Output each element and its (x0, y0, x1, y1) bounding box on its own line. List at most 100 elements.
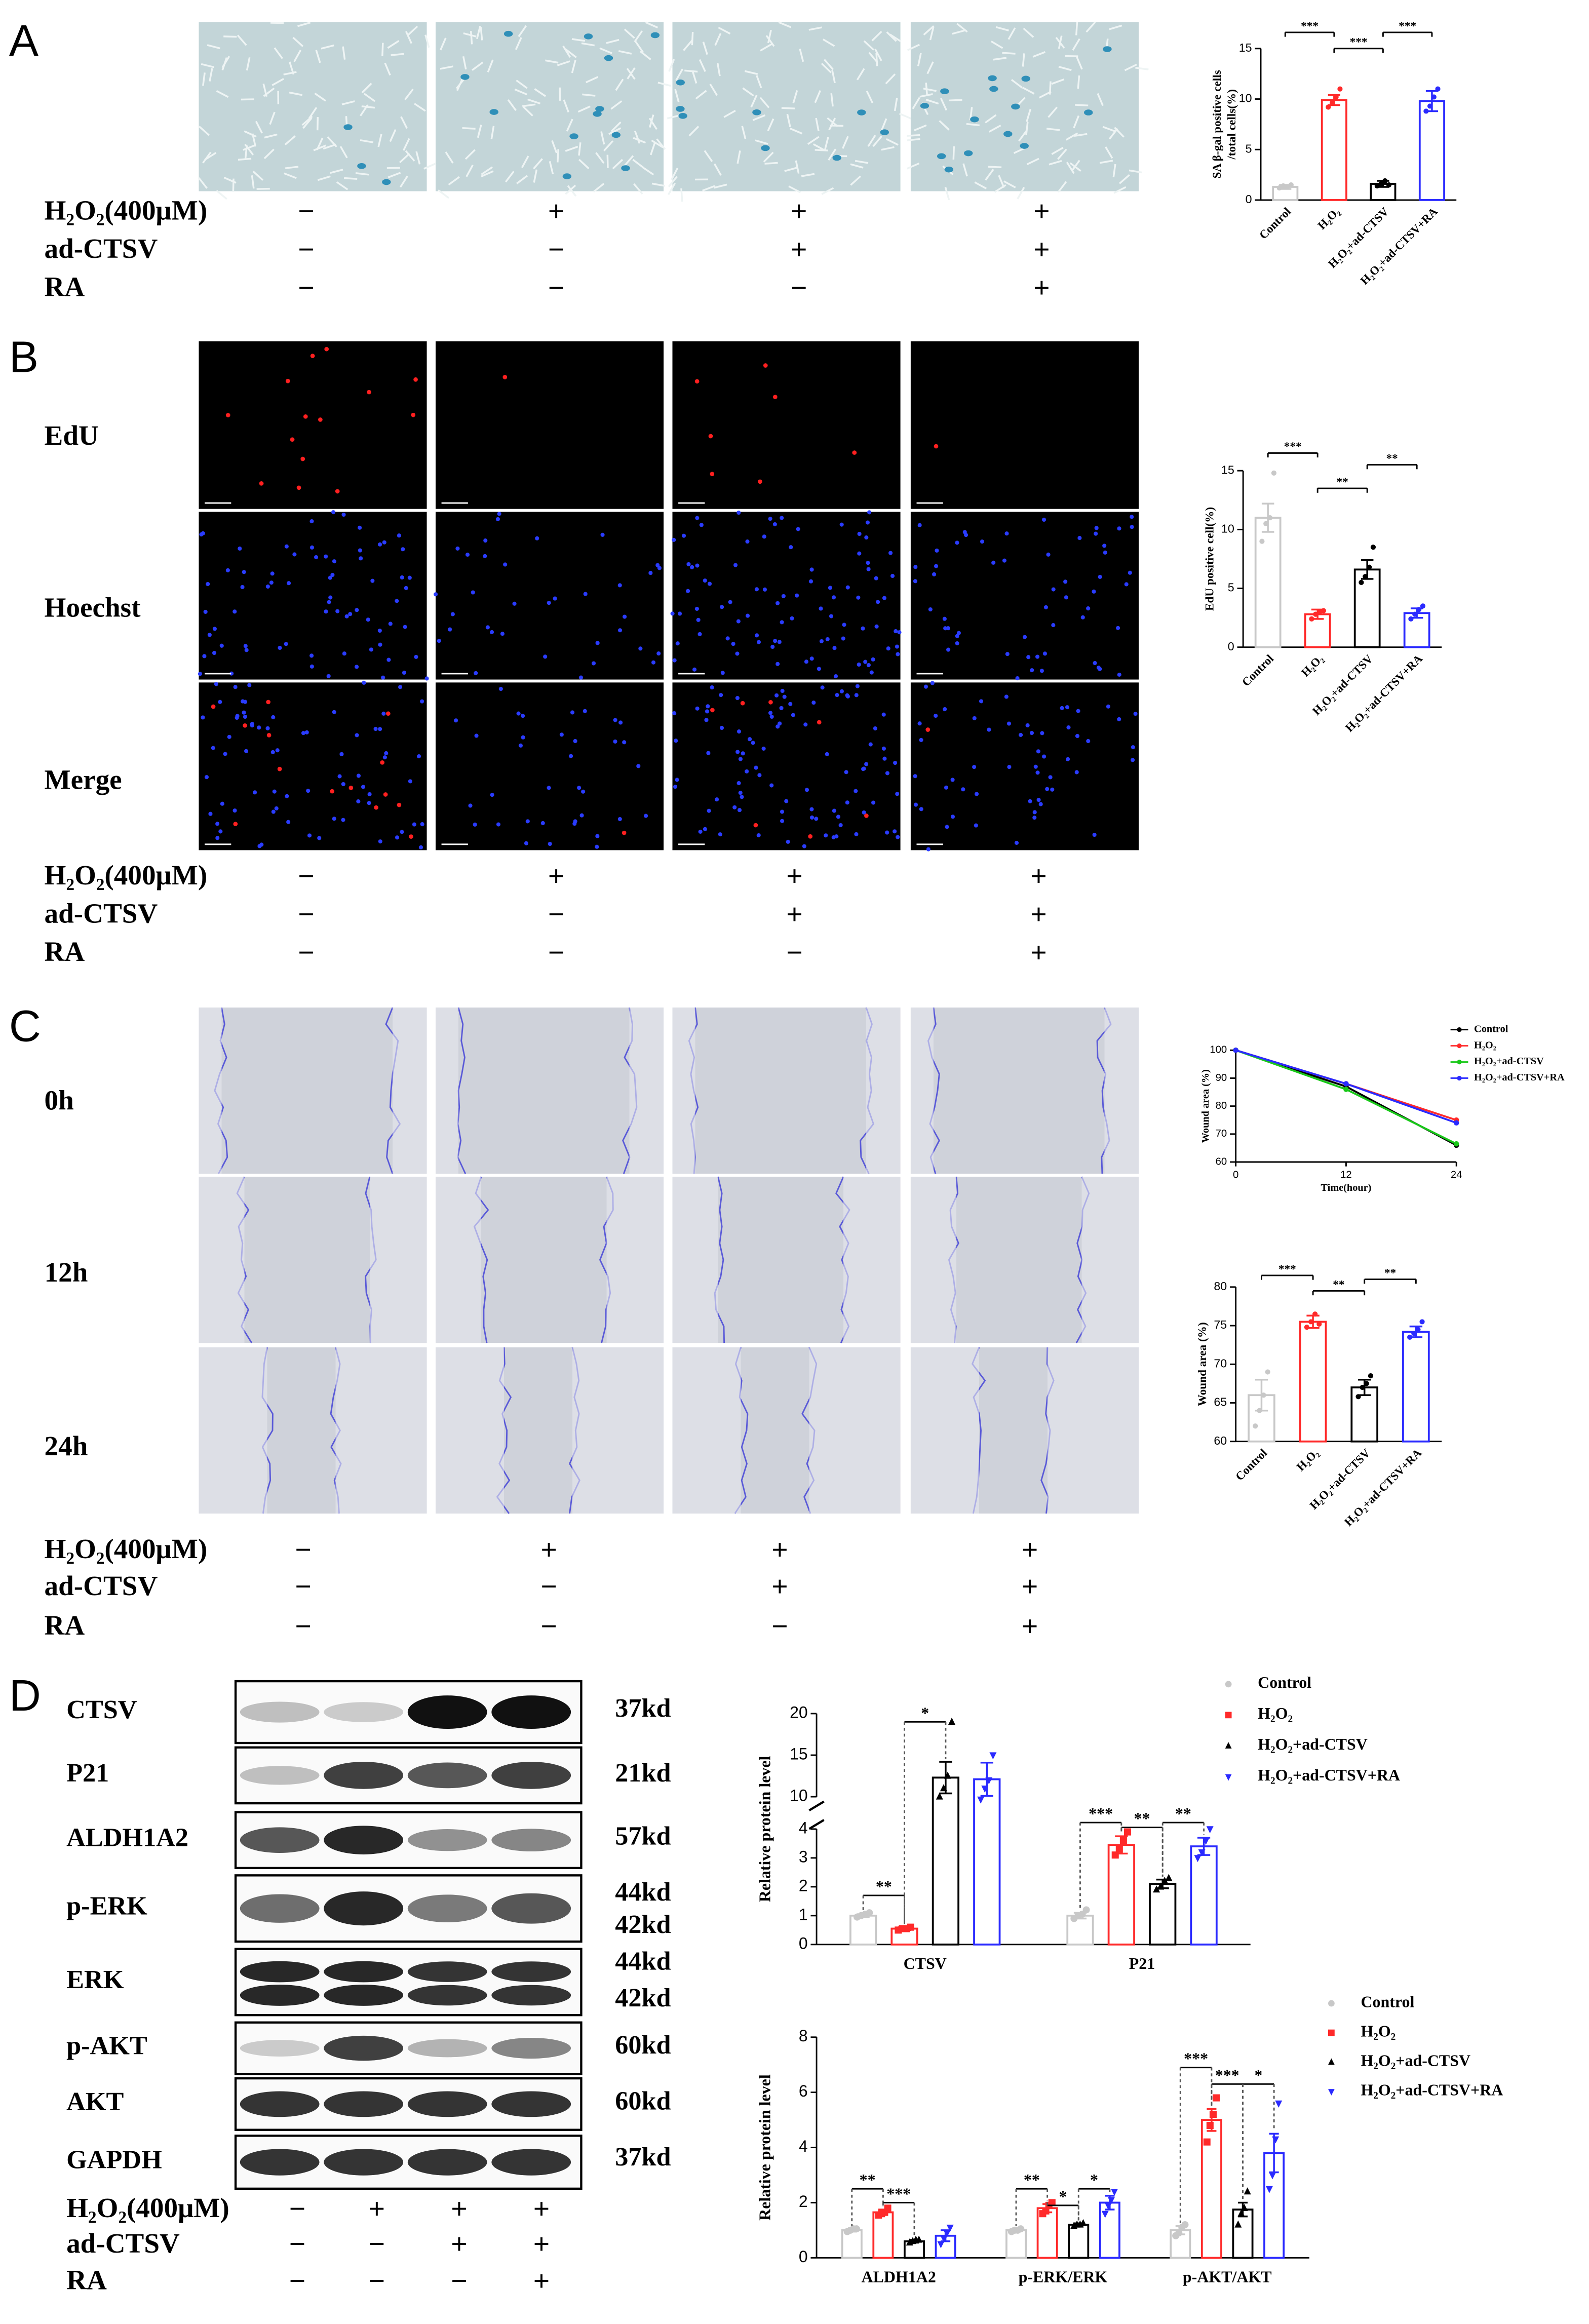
cell (252, 170, 264, 181)
nucleus (617, 628, 623, 633)
cell-region (435, 1177, 481, 1343)
y-tick-label: 5 (1228, 581, 1234, 594)
edu-cell (296, 485, 301, 490)
point (1328, 2000, 1335, 2007)
nucleus (696, 617, 701, 622)
nucleus (211, 746, 215, 750)
cell (1097, 93, 1104, 106)
nucleus (595, 834, 600, 838)
y-tick-label: 4 (799, 2137, 808, 2155)
nucleus (242, 570, 246, 574)
cell (634, 30, 643, 43)
y-tick-label: 3 (799, 1847, 808, 1866)
bar (1190, 1845, 1218, 1946)
nucleus (381, 675, 385, 680)
cell (481, 166, 493, 175)
nucleus (518, 743, 523, 748)
point (1328, 2089, 1335, 2096)
cell (263, 87, 275, 97)
nucleus (535, 536, 539, 540)
nucleus (757, 773, 762, 778)
cell (926, 61, 934, 74)
cell (633, 137, 646, 144)
cell (578, 142, 582, 156)
band (407, 1985, 487, 2006)
cell (925, 98, 939, 105)
stained-cell (593, 110, 602, 117)
cell (292, 36, 304, 47)
point (1360, 1384, 1365, 1390)
cell (505, 171, 515, 183)
nucleus (980, 539, 985, 544)
size-label: 37kd (615, 2142, 671, 2172)
cell (472, 61, 484, 71)
nucleus (871, 657, 875, 662)
cell (274, 47, 283, 59)
cell (423, 163, 437, 170)
nucleus (672, 537, 676, 542)
y-tick-label: 70 (1216, 1128, 1227, 1139)
cell (581, 42, 595, 47)
wound-edge (714, 1176, 725, 1343)
nucleus (735, 750, 740, 754)
nucleus (617, 583, 622, 588)
image (672, 1008, 901, 1174)
nucleus (332, 559, 337, 564)
stained-cell (562, 173, 572, 179)
nucleus (578, 675, 584, 680)
stained-cell (963, 150, 973, 157)
y-tick-label: 65 (1214, 1396, 1227, 1409)
band (407, 1829, 487, 1851)
cell-region (629, 1008, 664, 1174)
cell (755, 139, 768, 145)
row-label: 12h (45, 1257, 88, 1288)
nucleus (946, 626, 950, 631)
nucleus (857, 551, 862, 556)
size-label: 42kd (615, 1983, 671, 2012)
nucleus (225, 568, 230, 572)
nucleus (271, 809, 276, 814)
treatment-sign: + (533, 2193, 550, 2224)
nucleus (776, 662, 780, 666)
cell (1058, 35, 1063, 49)
cell (764, 162, 778, 165)
size-label: 21kd (615, 1758, 671, 1788)
nucleus (613, 718, 617, 722)
significance-label: *** (1184, 2050, 1208, 2068)
nucleus (1131, 745, 1135, 750)
nucleus (842, 623, 846, 627)
nucleus (972, 765, 977, 769)
cell (812, 143, 826, 151)
cell (824, 137, 829, 150)
nucleus (769, 783, 774, 788)
cell (1018, 130, 1028, 142)
nucleus (242, 710, 246, 715)
nucleus (503, 562, 508, 567)
nucleus (270, 571, 275, 576)
nucleus (1116, 626, 1120, 630)
nucleus (339, 752, 344, 756)
nucleus (772, 522, 777, 527)
nucleus (617, 817, 622, 822)
y-axis-label: Relative protein level (756, 2074, 774, 2221)
treatment-sign: − (548, 937, 564, 968)
nucleus (416, 754, 421, 759)
nucleus (809, 567, 814, 572)
significance-label: ** (1333, 1278, 1344, 1291)
cell-region (335, 1347, 427, 1514)
cell (923, 88, 937, 92)
cell (642, 166, 654, 176)
nucleus (715, 797, 719, 802)
cell (251, 133, 257, 147)
blot (234, 1874, 583, 1943)
point (1427, 103, 1433, 109)
nucleus (882, 596, 886, 600)
nucleus (703, 578, 707, 583)
micrograph (199, 1007, 427, 1174)
y-tick-label: 60 (1216, 1156, 1227, 1167)
image (910, 682, 1139, 850)
nucleus (1106, 704, 1110, 709)
image (435, 341, 664, 509)
nucleus (400, 575, 404, 580)
nucleus (737, 808, 742, 812)
